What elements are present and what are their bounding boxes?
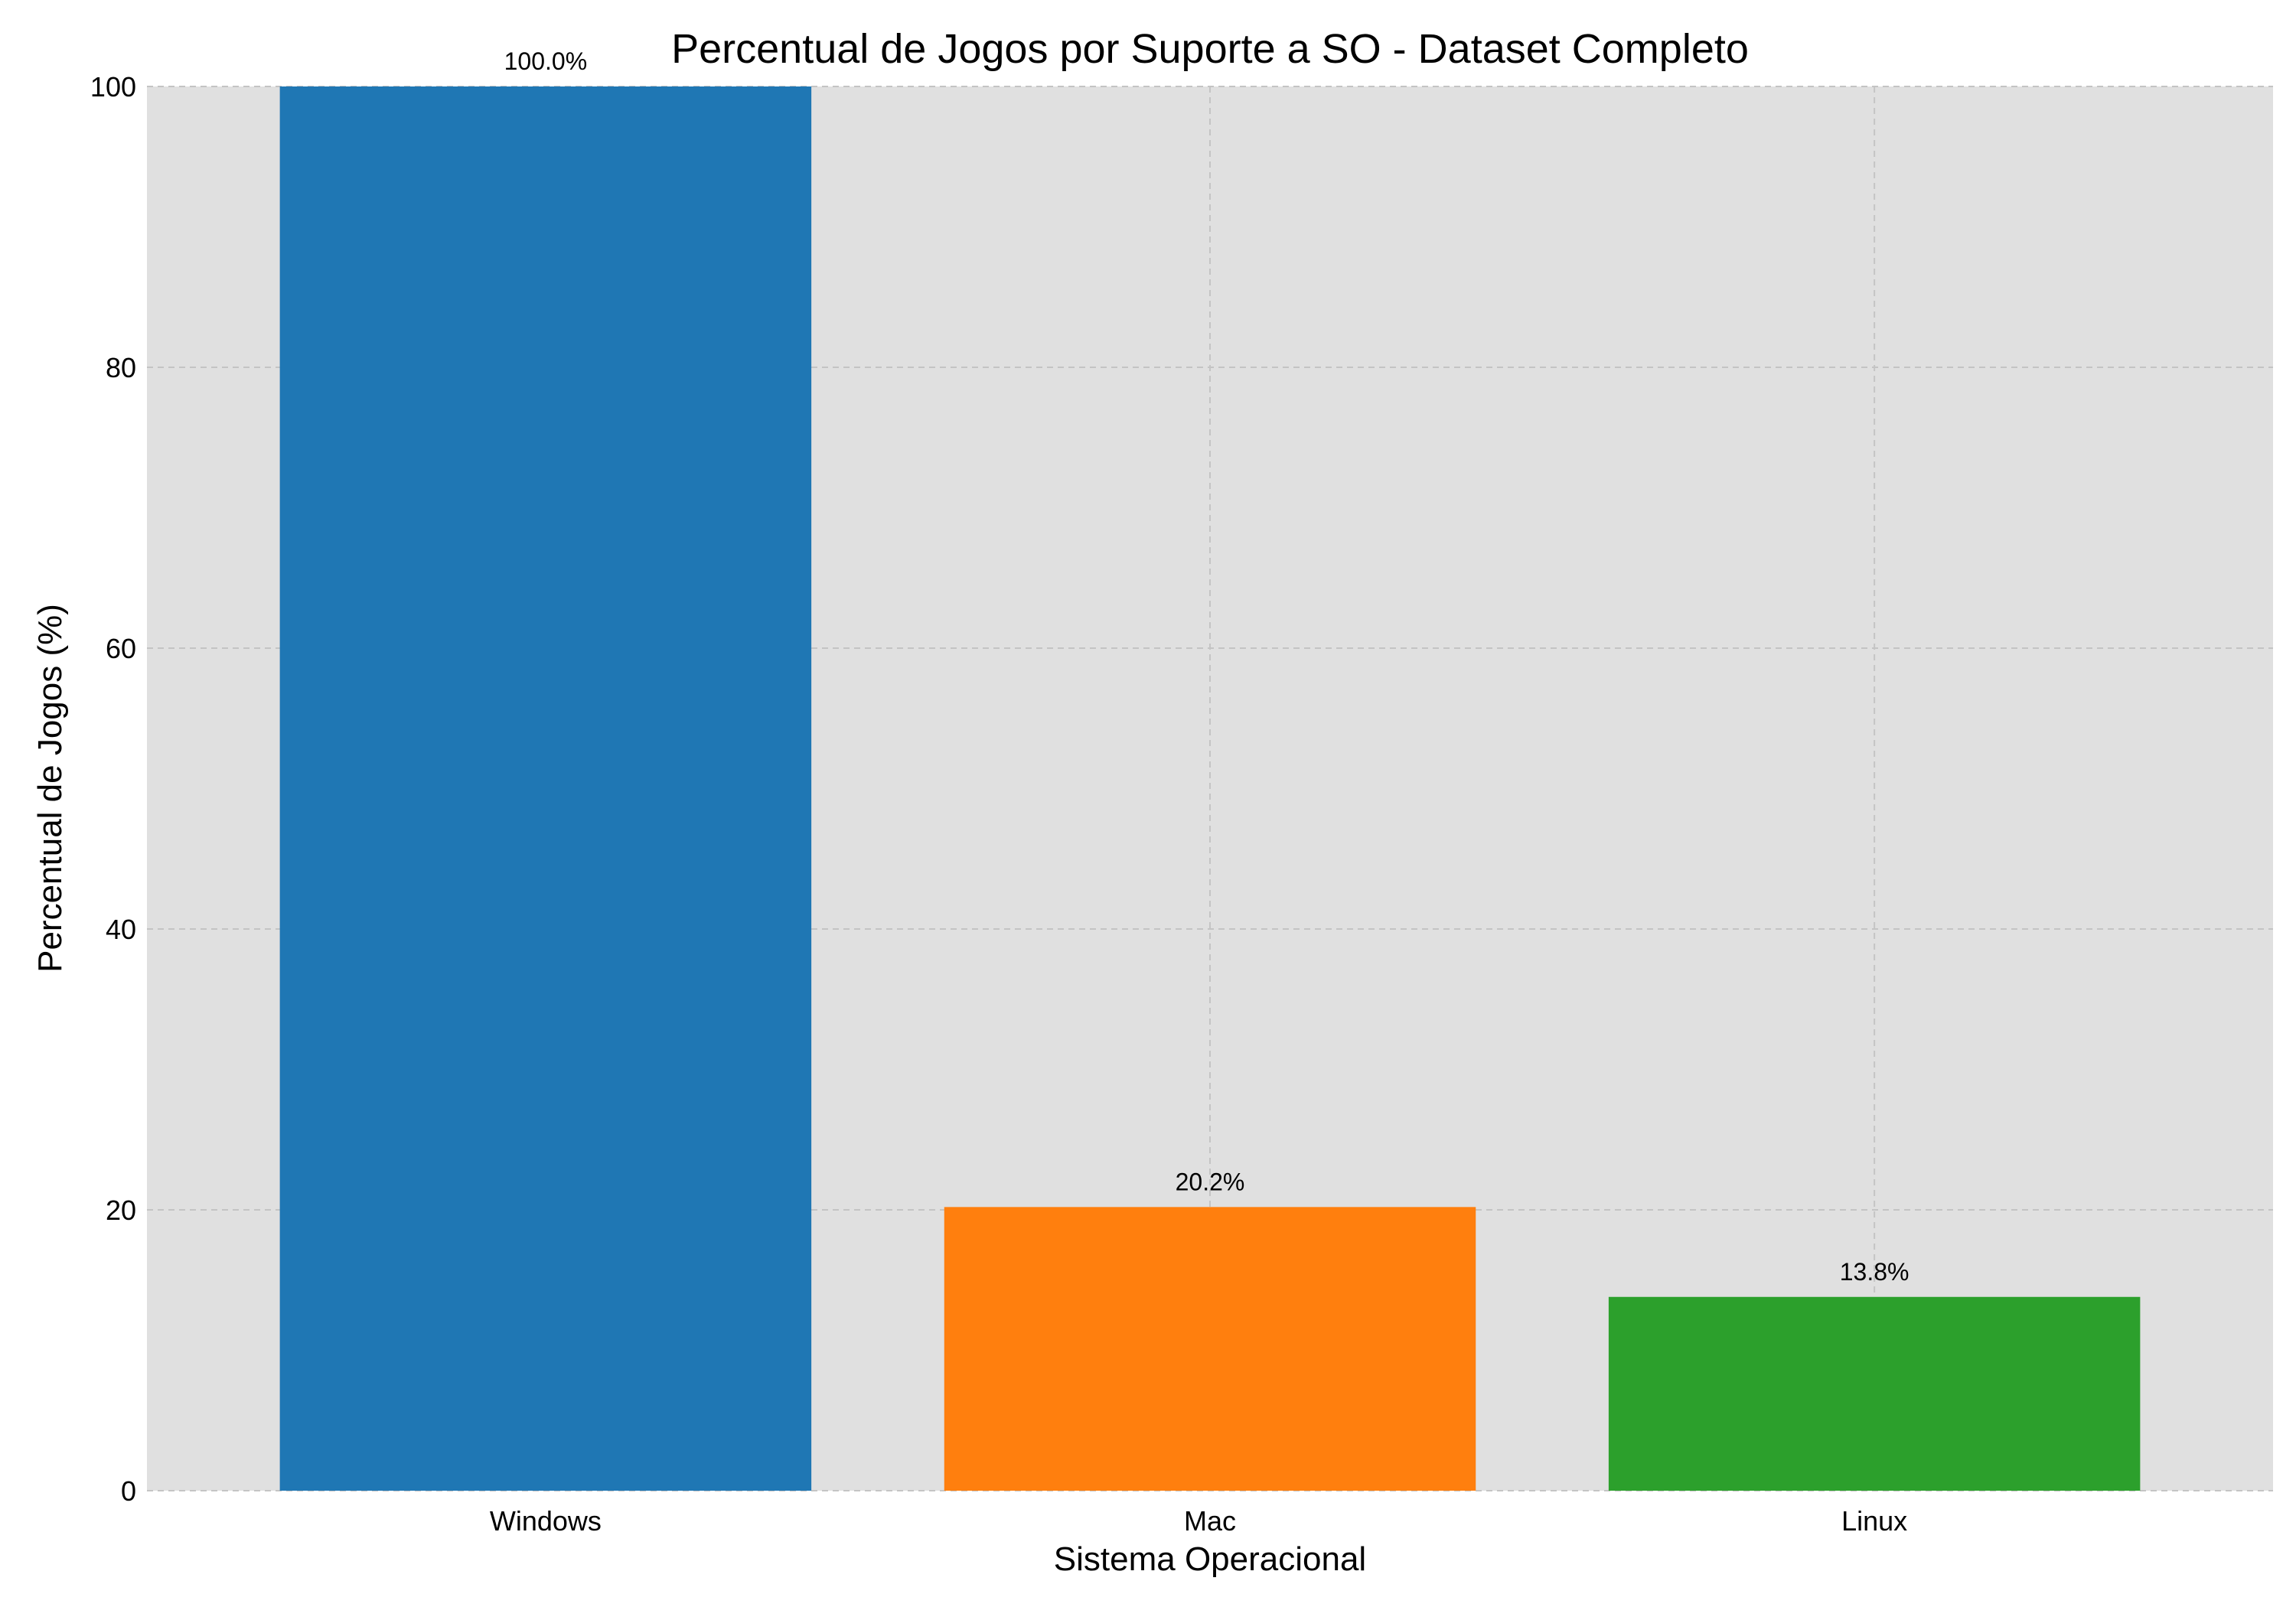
x-tick-label-windows: Windows [490, 1505, 602, 1537]
bars [279, 86, 2141, 1491]
x-tick-label-mac: Mac [1184, 1505, 1236, 1537]
y-tick-label-0: 0 [121, 1475, 136, 1507]
y-axis-label: Percentual de Jogos (%) [31, 604, 69, 973]
y-tick-label-80: 80 [106, 352, 136, 383]
bar-windows [279, 86, 812, 1491]
y-axis-ticks: 0 20 40 60 80 100 [90, 71, 136, 1507]
x-tick-label-linux: Linux [1841, 1505, 1907, 1537]
bar-linux [1608, 1296, 2141, 1491]
data-label-mac: 20.2% [1176, 1168, 1245, 1195]
chart-title: Percentual de Jogos por Suporte a SO - D… [671, 26, 1749, 72]
x-axis-label: Sistema Operacional [1054, 1540, 1366, 1578]
y-tick-label-60: 60 [106, 633, 136, 664]
x-axis-ticks: Windows Mac Linux [490, 1505, 1907, 1537]
data-labels: 100.0% 20.2% 13.8% [504, 47, 1910, 1286]
data-label-windows: 100.0% [504, 47, 588, 75]
y-tick-label-20: 20 [106, 1195, 136, 1226]
y-tick-label-40: 40 [106, 914, 136, 945]
data-label-linux: 13.8% [1840, 1258, 1910, 1286]
bar-mac [944, 1207, 1476, 1491]
y-tick-label-100: 100 [90, 71, 136, 103]
